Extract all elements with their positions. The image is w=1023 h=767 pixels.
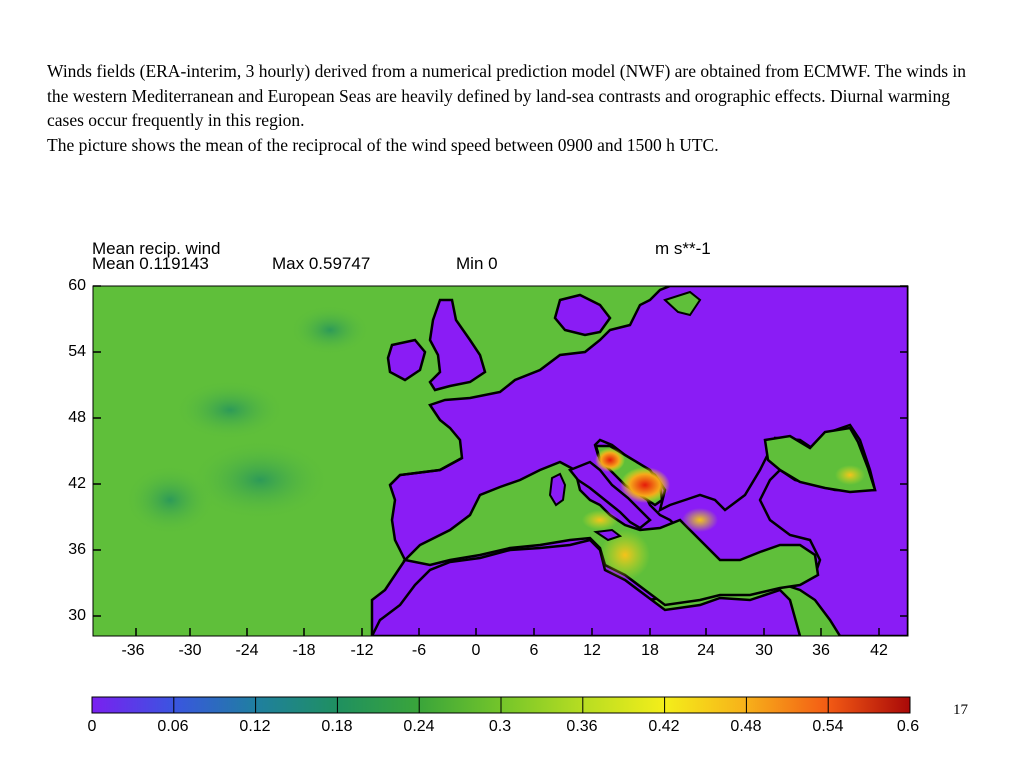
blacksea-hotspot (835, 465, 865, 485)
ionian-hotspot (582, 510, 618, 530)
colorbar-label: 0.36 (566, 718, 598, 735)
x-tick-label: 6 (529, 642, 539, 659)
x-tick-label: -36 (121, 642, 145, 659)
iberia-coast (389, 456, 463, 486)
colorbar-label: 0.54 (812, 718, 844, 735)
y-tick-label: 54 (68, 343, 86, 360)
map-mean-stat: Mean 0.119143 (92, 254, 209, 273)
x-tick-label: -18 (292, 642, 316, 659)
atlantic-low-patch (125, 465, 215, 535)
description-text: Winds fields (ERA-interim, 3 hourly) der… (47, 59, 982, 157)
sardinia-corsica-land (548, 472, 567, 507)
map-max-stat: Max 0.59747 (272, 254, 371, 273)
atlantic-low-patch (190, 440, 330, 520)
colorbar-segment (337, 697, 420, 713)
map-title: Mean recip. wind (92, 239, 221, 258)
description-paragraph-2: The picture shows the mean of the recipr… (47, 134, 719, 155)
colorbar-label: 0.42 (648, 718, 680, 735)
x-tick-label: 18 (641, 642, 659, 659)
y-axis-ticks (93, 285, 908, 617)
y-tick-label: 60 (68, 277, 86, 294)
description-paragraph-1: Winds fields (ERA-interim, 3 hourly) der… (47, 61, 967, 130)
atlantic-low-patch (175, 380, 285, 440)
x-tick-label: -12 (350, 642, 374, 659)
y-tick-label: 42 (68, 475, 86, 492)
scandinavia-land (553, 293, 612, 337)
x-tick-label: 0 (471, 642, 481, 659)
colorbar-label: 0.3 (488, 718, 512, 735)
sicily-land (593, 528, 623, 542)
colorbar-segment (582, 697, 666, 713)
colorbar-frame (91, 696, 911, 714)
x-tick-label: -30 (178, 642, 202, 659)
colorbar (91, 696, 911, 714)
colorbar-segment (501, 697, 584, 713)
x-tick-label: 42 (870, 642, 888, 659)
map-units: m s**-1 (655, 239, 711, 258)
y-tick-label: 30 (68, 607, 86, 624)
adriatic-hotspot (595, 448, 625, 472)
baltic-land (663, 290, 702, 317)
x-tick-label: 30 (755, 642, 773, 659)
adriatic-hotspot (620, 467, 670, 503)
y-tick-label: 36 (68, 541, 86, 558)
colorbar-segment (746, 697, 829, 713)
great-britain-land (428, 298, 487, 392)
colorbar-label: 0.06 (157, 718, 189, 735)
colorbar-segment (92, 697, 175, 713)
tyrrhenian-hotspot (600, 530, 650, 580)
x-tick-label: 36 (812, 642, 830, 659)
aegean-hotspot (682, 508, 718, 532)
x-axis-ticks (135, 628, 880, 636)
map-min-stat: Min 0 (456, 254, 498, 273)
x-tick-label: 12 (583, 642, 601, 659)
colorbar-label: 0 (87, 718, 97, 735)
colorbar-label: 0.48 (730, 718, 762, 735)
y-tick-label: 48 (68, 409, 86, 426)
colorbar-label: 0.18 (321, 718, 353, 735)
page-number: 17 (953, 702, 968, 718)
colorbar-label: 0.24 (403, 718, 435, 735)
colorbar-segment (419, 697, 502, 713)
x-tick-label: 24 (697, 642, 715, 659)
italy-land (567, 460, 652, 530)
map-frame (92, 285, 909, 637)
ireland-land (386, 338, 427, 382)
colorbar-segment (255, 697, 338, 713)
colorbar-segment (664, 697, 747, 713)
colorbar-segment (828, 697, 911, 713)
atlantic-low-patch (290, 305, 370, 355)
x-tick-label: -24 (235, 642, 259, 659)
colorbar-label: 0.6 (896, 718, 920, 735)
x-tick-label: -6 (411, 642, 427, 659)
colorbar-segment (173, 697, 257, 713)
colorbar-label: 0.12 (239, 718, 271, 735)
